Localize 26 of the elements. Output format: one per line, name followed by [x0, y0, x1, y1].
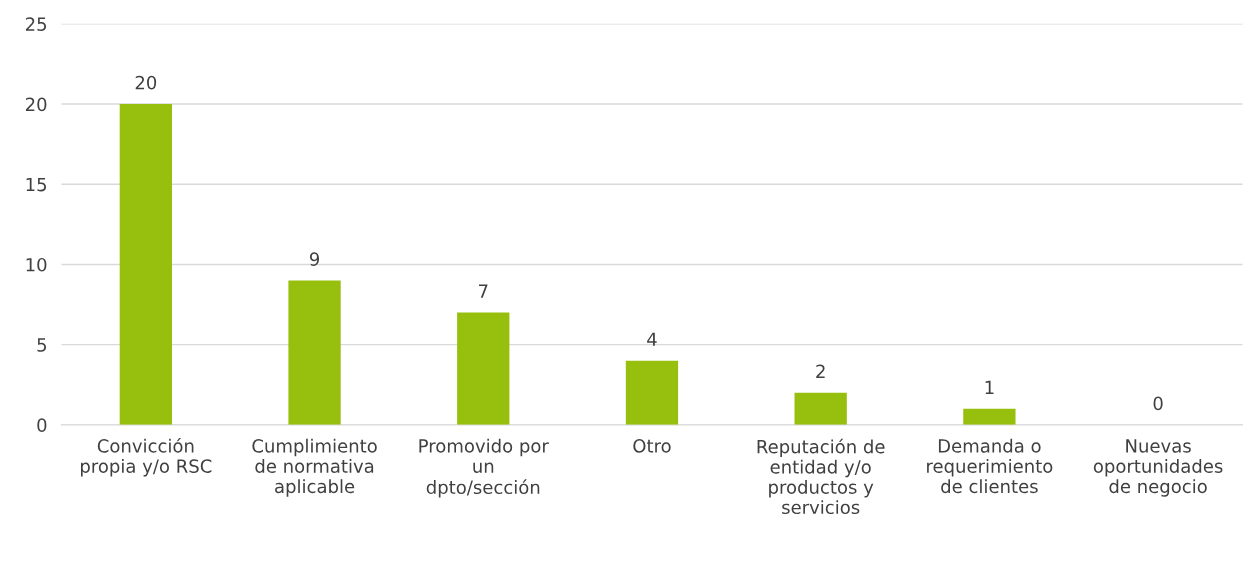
data-label: 20 [135, 75, 157, 90]
x-tick-label: Cumplimiento de normativa aplicable [252, 438, 377, 497]
x-tick-label: Promovido por un dpto/sección [419, 438, 549, 498]
x-tick-label: Convicción propia y/o RSC [81, 438, 212, 477]
data-label: 7 [479, 284, 488, 298]
y-tick-label: 0 [37, 418, 47, 432]
bar [288, 280, 341, 425]
y-tick-label: 20 [25, 97, 47, 112]
data-label: 1 [985, 380, 994, 394]
x-tick-label: Nuevas oportunidades de negocio [1093, 439, 1223, 497]
x-tick-label: Otro [633, 439, 671, 453]
bar [963, 408, 1016, 425]
data-label: 0 [1153, 396, 1163, 411]
y-tick-label: 15 [26, 177, 47, 192]
x-tick-label: Reputación de entidad y/o productos y servicios [757, 438, 885, 515]
y-tick-label: 10 [26, 257, 47, 272]
data-label: 4 [647, 332, 657, 346]
bar [625, 360, 679, 425]
y-tick-label: 5 [37, 338, 47, 352]
bar [457, 312, 510, 425]
data-label: 9 [309, 252, 320, 266]
y-tick-label: 25 [25, 17, 47, 31]
bar [119, 104, 172, 425]
bar [794, 392, 847, 425]
x-tick-label: Demanda o requerimiento de clientes [927, 438, 1053, 494]
data-label: 2 [816, 364, 825, 378]
